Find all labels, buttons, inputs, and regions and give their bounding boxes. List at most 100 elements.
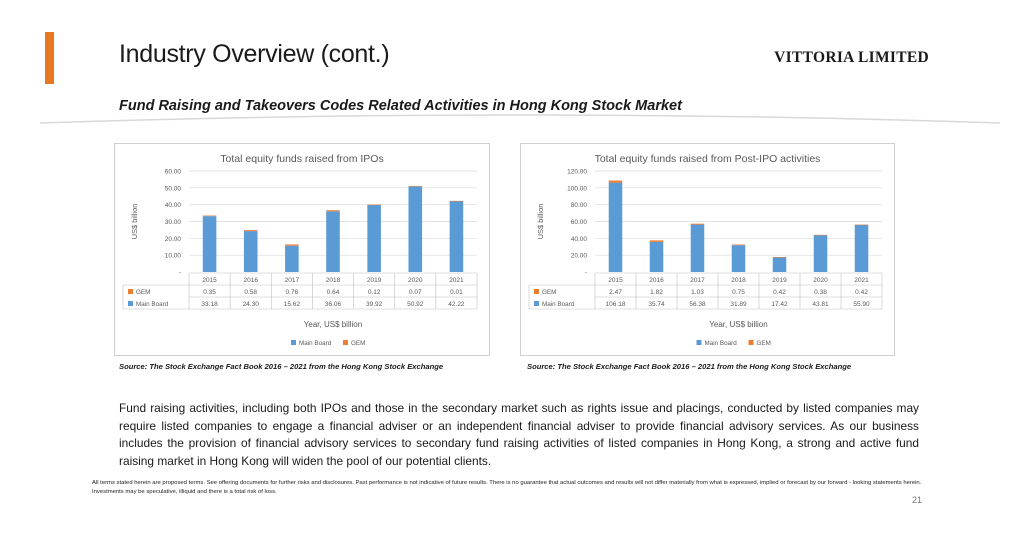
bar-gem (202, 215, 217, 217)
bar-main-board (649, 241, 664, 272)
bar-gem (772, 256, 787, 258)
bar-main-board (285, 245, 299, 272)
y-tick-label: 60.00 (571, 219, 588, 226)
bar-main-board (408, 186, 423, 272)
data-label-main-board: 36.06 (325, 301, 342, 308)
y-tick-label: 30.00 (165, 219, 182, 226)
legend-label-main-board: Main Board (705, 340, 738, 347)
bar-gem (367, 204, 381, 206)
legend-label-gem: GEM (351, 340, 365, 347)
y-tick-label: - (179, 270, 181, 277)
data-label-main-board: 33.18 (201, 301, 218, 308)
x-tick-label: 2018 (731, 277, 746, 284)
bar-gem (649, 240, 664, 242)
y-tick-label: 60.00 (165, 169, 182, 176)
y-tick-label: 100.00 (567, 185, 587, 192)
data-label-gem: 1.03 (691, 289, 704, 296)
body-paragraph: Fund raising activities, including both … (119, 401, 919, 468)
data-label-main-board: 35.74 (648, 301, 665, 308)
bar-gem (449, 200, 464, 202)
header-divider (40, 114, 1000, 124)
data-label-gem: 0.64 (327, 289, 340, 296)
x-tick-label: 2017 (285, 277, 300, 284)
bar-main-board (690, 224, 705, 272)
bar-gem (854, 224, 869, 226)
data-label-gem: 0.12 (368, 289, 381, 296)
y-tick-label: 10.00 (165, 253, 182, 260)
x-tick-label: 2018 (326, 277, 341, 284)
chart-title: Total equity funds raised from Post-IPO … (595, 153, 821, 165)
x-tick-label: 2016 (649, 277, 664, 284)
x-tick-label: 2016 (243, 277, 258, 284)
ipo-funds-chart: Total equity funds raised from IPOs US$ b… (114, 143, 490, 356)
source-note-right: Source: The Stock Exchange Fact Book 201… (527, 362, 852, 371)
bar-main-board (772, 257, 787, 272)
data-label-main-board: 56.38 (689, 301, 706, 308)
bar-main-board (243, 231, 258, 272)
slide-title: Industry Overview (cont.) (119, 40, 390, 68)
data-label-gem: 2.47 (609, 289, 622, 296)
y-tick-label: 40.00 (571, 236, 588, 243)
x-axis-label: Year, US$ billion (709, 320, 767, 329)
data-label-main-board: 106.18 (606, 301, 626, 308)
bar-main-board (202, 216, 217, 272)
bar-main-board (731, 245, 746, 272)
y-tick-label: - (585, 270, 587, 277)
x-tick-label: 2019 (367, 277, 382, 284)
table-row-label: GEM (542, 289, 556, 296)
data-label-main-board: 42.22 (448, 301, 465, 308)
table-row-swatch (128, 301, 133, 306)
page-number: 21 (911, 495, 922, 505)
bar-main-board (608, 182, 623, 272)
data-label-main-board: 43.81 (812, 301, 829, 308)
data-label-gem: 0.35 (203, 289, 216, 296)
data-label-gem: 0.07 (409, 289, 422, 296)
legend-swatch-main-board (696, 340, 702, 345)
y-tick-label: 40.00 (165, 202, 182, 209)
legend-label-gem: GEM (757, 340, 771, 347)
y-axis-label: US$ billion (536, 204, 545, 240)
bar-gem (408, 186, 423, 187)
bar-gem (690, 223, 705, 225)
disclaimer-text: All terms stated herein are proposed ter… (92, 480, 922, 495)
table-row-swatch (534, 289, 539, 294)
bar-main-board (813, 235, 828, 272)
data-label-gem: 0.01 (450, 289, 463, 296)
x-axis-label: Year, US$ billion (304, 320, 362, 329)
bar-main-board (367, 204, 381, 272)
x-tick-label: 2020 (813, 277, 828, 284)
bar-main-board (326, 211, 340, 272)
y-tick-label: 120.00 (567, 169, 587, 176)
post-ipo-funds-chart: Total equity funds raised from Post-IPO … (520, 143, 895, 356)
table-row-label: GEM (136, 289, 150, 296)
data-label-gem: 0.38 (814, 289, 827, 296)
bar-gem (813, 234, 828, 236)
x-tick-label: 2017 (690, 277, 705, 284)
legend-swatch-gem (748, 340, 754, 345)
table-row-label: Main Board (542, 301, 575, 308)
legend-swatch-main-board (291, 340, 296, 345)
y-tick-label: 20.00 (165, 236, 182, 243)
x-tick-label: 2015 (608, 277, 623, 284)
company-name: VITTORIA LIMITED (774, 49, 929, 66)
x-tick-label: 2015 (202, 277, 217, 284)
data-label-gem: 0.75 (732, 289, 745, 296)
bar-gem (326, 210, 340, 212)
legend-label-main-board: Main Board (299, 340, 332, 347)
data-label-main-board: 55.90 (853, 301, 870, 308)
x-tick-label: 2019 (772, 277, 787, 284)
bar-main-board (449, 200, 464, 272)
data-label-main-board: 50.92 (407, 301, 424, 308)
data-label-gem: 0.76 (286, 289, 299, 296)
section-subtitle: Fund Raising and Takeovers Codes Related… (119, 98, 682, 114)
bar-gem (731, 244, 746, 246)
y-axis-label: US$ billion (130, 204, 139, 240)
table-row-label: Main Board (136, 301, 169, 308)
data-label-gem: 0.42 (855, 289, 868, 296)
data-label-main-board: 17.42 (771, 301, 788, 308)
y-tick-label: 50.00 (165, 185, 182, 192)
accent-bar (45, 32, 54, 84)
data-label-main-board: 39.92 (366, 301, 383, 308)
legend-swatch-gem (343, 340, 348, 345)
data-label-main-board: 31.89 (730, 301, 747, 308)
